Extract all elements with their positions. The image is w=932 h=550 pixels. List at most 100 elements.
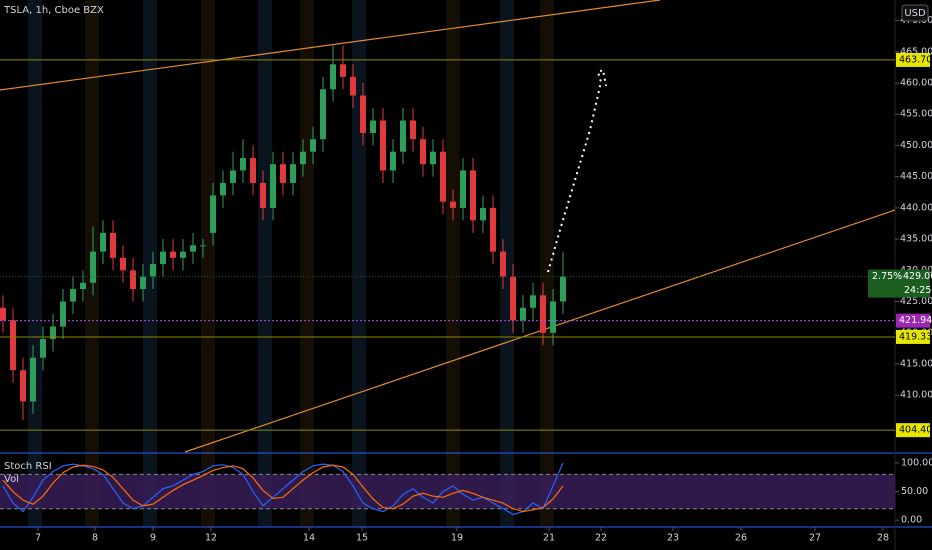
candle-body [430, 151, 436, 165]
candle-body [380, 120, 386, 171]
candle-body [400, 120, 406, 152]
candle-body [560, 276, 566, 302]
axes: 410.00415.00420.00425.00430.00435.00440.… [35, 15, 932, 543]
y-tick-label: 415.00 [900, 358, 932, 369]
candle-body [210, 195, 216, 233]
stoch-line [2, 462, 564, 516]
candle-body [240, 157, 246, 171]
candle-body [0, 307, 6, 321]
y-tick-label: 445.00 [900, 171, 932, 182]
currency-box[interactable] [901, 4, 929, 22]
x-tick-label: 19 [451, 533, 463, 544]
band-fill [0, 474, 895, 509]
x-tick-label: 15 [356, 533, 368, 544]
y-tick-label: 100.00 [901, 458, 932, 469]
candle-body [100, 232, 106, 252]
candle-body [330, 64, 336, 90]
candle-body [180, 251, 186, 258]
candle-body [120, 257, 126, 271]
candle-body [80, 282, 86, 290]
y-tick-label: 465.00 [900, 46, 932, 57]
candle-body [270, 164, 276, 208]
candle-body [550, 301, 556, 333]
candle-body [300, 151, 306, 165]
candle-body [140, 276, 146, 290]
level-label-box [896, 52, 930, 67]
x-tick-label: 27 [809, 533, 821, 544]
candle-body [350, 76, 356, 96]
currency: USD [904, 8, 926, 19]
x-tick-label: 22 [595, 533, 607, 544]
x-tick-label: 28 [877, 533, 889, 544]
y-tick-label: 0.00 [901, 515, 922, 526]
candle-body [340, 64, 346, 77]
candle-body [190, 245, 196, 252]
candle-body [490, 207, 496, 252]
level-label: 419.33 [899, 331, 932, 342]
candle-body [360, 95, 366, 133]
candle-body [250, 157, 256, 183]
indicator-title: Stoch RSI [4, 461, 52, 472]
candle-body [30, 357, 36, 402]
level-label: 421.94 [899, 315, 932, 326]
candle-body [220, 182, 226, 196]
candle-body [130, 270, 136, 290]
y-tick-label: 455.00 [900, 109, 932, 120]
x-tick-label: 7 [35, 533, 41, 544]
last-price-change: 2.75% [872, 271, 902, 282]
chart-title: TSLA, 1h, Cboe BZX [3, 5, 104, 16]
y-tick-label: 460.00 [900, 78, 932, 89]
candle-body [70, 289, 76, 302]
countdown: 24:25 [904, 285, 931, 296]
candle-body [370, 120, 376, 133]
candle-body [200, 245, 206, 247]
candle-body [320, 89, 326, 140]
x-tick-label: 9 [150, 533, 156, 544]
x-tick-label: 21 [543, 533, 555, 544]
candle-body [260, 182, 266, 208]
y-tick-label: 410.00 [900, 390, 932, 401]
candle-body [50, 326, 56, 339]
stoch-line [2, 464, 564, 513]
candle-body [390, 151, 396, 171]
candle-body [460, 170, 466, 208]
x-tick-label: 26 [735, 533, 747, 544]
level-label-box [896, 329, 930, 344]
candle-body [450, 201, 456, 208]
trendline [0, 0, 661, 91]
y-tick-label: 50.00 [901, 486, 928, 497]
candle-body [510, 276, 516, 321]
candle-body [40, 339, 46, 358]
candle-body [440, 151, 446, 202]
candle-body [20, 370, 26, 402]
candle-body [160, 251, 166, 265]
session-stripes [28, 0, 554, 527]
candle-body [420, 139, 426, 165]
level-label-box [896, 423, 930, 438]
candle-body [280, 164, 286, 183]
candle-body [290, 164, 296, 183]
candle-body [310, 139, 316, 152]
candle-body [520, 307, 526, 321]
x-tick-label: 12 [205, 533, 217, 544]
candle-body [150, 264, 156, 277]
candle-body [480, 207, 486, 221]
candle-body [470, 170, 476, 221]
level-label: 463.70 [899, 54, 932, 65]
candle-body [110, 232, 116, 258]
level-label: 404.40 [899, 425, 932, 436]
x-tick-label: 8 [92, 533, 98, 544]
candle-body [500, 251, 506, 277]
candle-body [60, 301, 66, 327]
plot [0, 45, 895, 516]
x-tick-label: 14 [303, 533, 315, 544]
candle-body [530, 295, 536, 308]
level-label-box [896, 313, 930, 328]
y-tick-label: 450.00 [900, 140, 932, 151]
candle-body [230, 170, 236, 183]
y-tick-label: 440.00 [900, 202, 932, 213]
candle-body [10, 320, 16, 371]
y-tick-label: 425.00 [900, 296, 932, 307]
